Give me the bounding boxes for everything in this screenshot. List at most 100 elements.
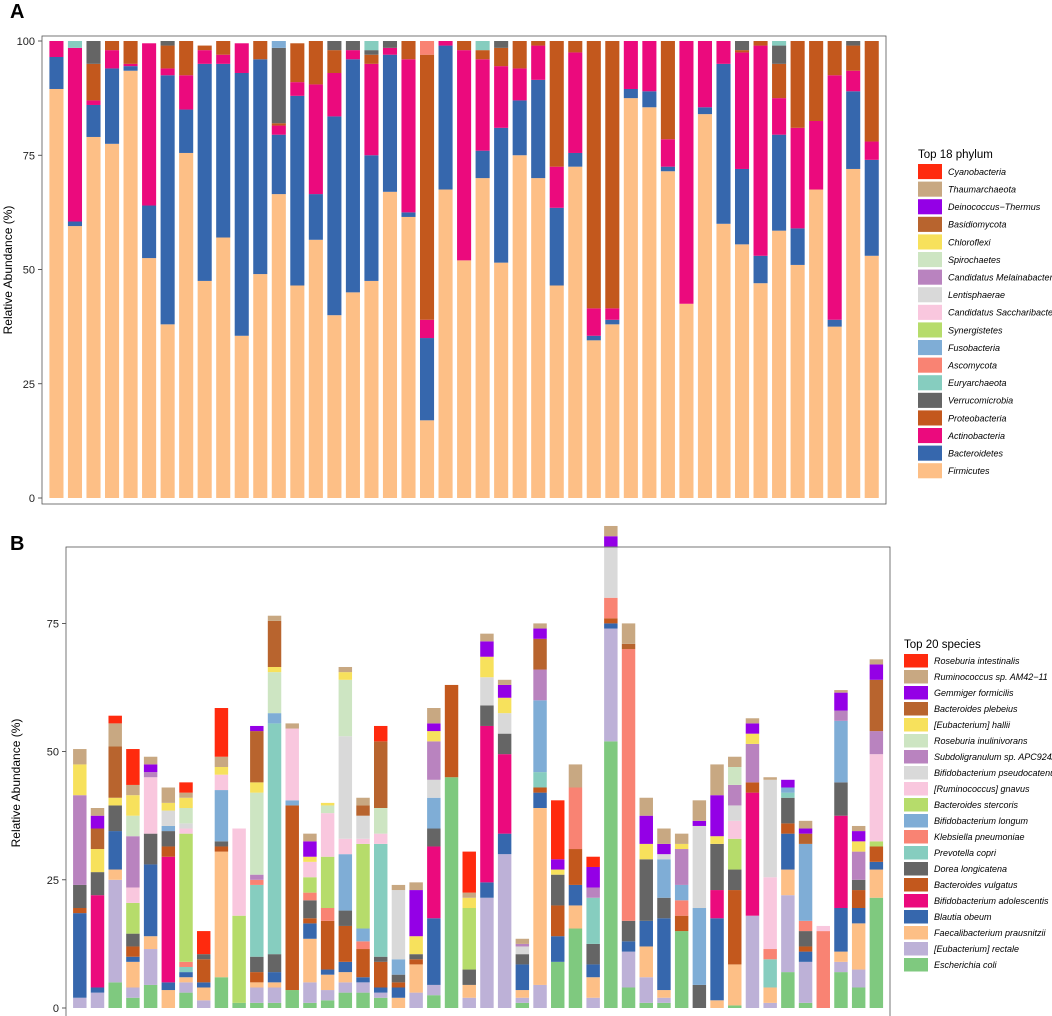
- panel-b-bar-6-segment-ruminococcus-sp-am42-11: [161, 787, 176, 803]
- panel-b-bar-1-segment-dorea-longicatena: [73, 884, 87, 909]
- panel-b-bar-14-segment-dorea-longicatena: [303, 900, 317, 919]
- panel-b-bar-24-segment-ruminococcus-sp-am42-11: [480, 633, 494, 642]
- panel-a-legend-swatch-proteobacteria: [918, 410, 942, 426]
- panel-b-legend-swatch-subdoligranulum-sp-apc924-74: [904, 750, 928, 764]
- panel-a-bar-18-segment-proteobacteria: [364, 54, 379, 64]
- panel-a-y-tick-label-75: 75: [23, 150, 35, 162]
- panel-a-bar-9: [197, 45, 212, 498]
- panel-b-bar-20-segment-faecalibacterium-prausnitzii: [409, 964, 423, 993]
- panel-b-bar-2-segment-eubacterium-hallii: [90, 849, 105, 873]
- panel-b-bar-17-segment-eubacterium-rectale: [356, 982, 370, 993]
- panel-a-bar-20-segment-actinobacteria: [401, 59, 416, 213]
- panel-b-bar-44-segment-subdoligranulum-sp-apc924-74: [834, 710, 848, 721]
- panel-b-bar-17-segment-ruminococcus-gnavus: [356, 838, 370, 844]
- panel-b-bar-25-segment-blautia-obeum: [497, 833, 512, 855]
- panel-b-bar-18-segment-ruminococcus-gnavus: [374, 833, 388, 844]
- panel-b-bar-31-segment-bifidobacterium-pseudocatenulatum: [604, 546, 618, 598]
- panel-b-bar-40-segment-ruminococcus-gnavus: [763, 877, 777, 950]
- panel-a-bar-35: [679, 41, 694, 498]
- panel-a-bar-39-segment-proteobacteria: [753, 41, 768, 46]
- panel-b-bar-2-segment-bifidobacterium-adolescentis: [90, 895, 105, 988]
- panel-b-bar-31: [604, 525, 618, 1008]
- panel-b-bar-23-segment-eubacterium-hallii: [462, 897, 476, 909]
- panel-a-bar-44: [846, 41, 861, 498]
- panel-b-bar-28-segment-roseburia-intestinalis: [551, 800, 565, 860]
- panel-b-bar-26-segment-subdoligranulum-sp-apc924-74: [515, 943, 530, 947]
- panel-a-bar-21-segment-bacteroidetes: [419, 338, 435, 421]
- panel-a-bar-11-segment-firmicutes: [234, 335, 249, 498]
- panel-b-bar-42-segment-escherichia-coli: [798, 1002, 813, 1008]
- panel-b-legend-label-roseburia-intestinalis: Roseburia intestinalis: [934, 656, 1020, 666]
- panel-b-bar-27-segment-bacteroides-vulgatus: [533, 787, 547, 793]
- panel-b-bar-24: [480, 633, 494, 1008]
- panel-a-bar-27: [531, 41, 546, 498]
- panel-b-bar-16: [338, 666, 353, 1008]
- panel-a-bar-22-segment-actinobacteria: [438, 41, 453, 46]
- panel-b-bar-7-segment-ruminococcus-sp-am42-11: [179, 792, 193, 798]
- panel-b-bar-11-segment-gemmiger-formicilis: [250, 725, 264, 732]
- panel-b-bar-16-segment-roseburia-inulinivorans: [338, 679, 353, 737]
- panel-b-bar-29-segment-blautia-obeum: [568, 884, 583, 906]
- panel-a-bar-6-segment-firmicutes: [142, 258, 157, 498]
- panel-a-bar-21-segment-actinobacteria: [419, 319, 435, 339]
- panel-b-legend-label-bacteroides-plebeius: Bacteroides plebeius: [934, 704, 1018, 714]
- panel-b-bar-17-segment-ruminococcus-sp-am42-11: [356, 797, 370, 806]
- panel-b-bar-18-segment-blautia-obeum: [374, 987, 388, 993]
- panel-b-bar-17-segment-bacteroides-plebeius: [356, 805, 370, 816]
- panel-b-bar-30-segment-faecalibacterium-prausnitzii: [586, 977, 600, 998]
- panel-b-bar-4-segment-dorea-longicatena: [126, 933, 140, 947]
- panel-b-bar-21-segment-ruminococcus-sp-am42-11: [427, 708, 441, 724]
- panel-b-bar-41-segment-faecalibacterium-prausnitzii: [781, 869, 795, 896]
- panel-b-bar-17-segment-blautia-obeum: [356, 977, 370, 983]
- panel-b-bar-41-segment-eubacterium-rectale: [781, 895, 795, 973]
- panel-b-bar-34-segment-gemmiger-formicilis: [657, 843, 671, 855]
- panel-b-bar-28-segment-dorea-longicatena: [551, 874, 565, 906]
- panel-a-bar-6: [142, 43, 157, 498]
- panel-a-bar-4-segment-proteobacteria: [105, 41, 120, 51]
- panel-a-bar-24-segment-euryarchaeota: [475, 41, 490, 51]
- panel-a-legend-item-candidatus-melainabacteria: Candidatus Melainabacteria: [918, 269, 1052, 285]
- panel-b-bar-4-segment-eubacterium-rectale: [126, 987, 140, 998]
- panel-b-bar-42-segment-bacteroides-plebeius: [798, 833, 813, 844]
- panel-a-bar-8-segment-actinobacteria: [179, 75, 194, 110]
- panel-b-bar-40-segment-klebsiella-pneumoniae: [763, 949, 777, 960]
- panel-b-bar-6-segment-bifidobacterium-longum: [161, 825, 176, 832]
- panel-a-legend-item-synergistetes: Synergistetes: [918, 322, 1003, 338]
- panel-b-y-tick-label-75: 75: [47, 618, 59, 630]
- panel-b-bar-44-segment-escherichia-coli: [834, 972, 848, 1008]
- panel-b-bar-24-segment-gemmiger-formicilis: [480, 641, 494, 657]
- panel-a-bar-43-segment-firmicutes: [827, 326, 842, 499]
- panel-b-bar-15-segment-escherichia-coli: [320, 1000, 335, 1008]
- panel-b-bar-7-segment-escherichia-coli: [179, 992, 193, 1008]
- panel-b-legend-item-ruminococcus-sp-am42-11: Ruminococcus sp. AM42−11: [904, 670, 1048, 684]
- panel-a-bar-28-segment-firmicutes: [549, 285, 564, 498]
- panel-a-bar-6-segment-bacteroidetes: [142, 205, 157, 259]
- panel-a-bar-32: [623, 41, 638, 499]
- panel-b-bar-30-segment-prevotella-copri: [586, 897, 600, 944]
- panel-a-bar-15-segment-bacteroidetes: [308, 194, 323, 240]
- panel-a-bar-7-segment-verrucomicrobia: [160, 41, 175, 46]
- panel-b-bar-18-segment-prevotella-copri: [374, 843, 388, 957]
- panel-b-bar-21-segment-blautia-obeum: [427, 918, 441, 985]
- panel-a-bar-28: [549, 41, 564, 498]
- panel-a-bar-15-segment-actinobacteria: [308, 84, 323, 195]
- panel-b-bar-11-segment-escherichia-coli: [250, 1002, 264, 1008]
- panel-b-bar-1-segment-eubacterium-hallii: [73, 764, 87, 796]
- panel-b-bar-29: [568, 764, 583, 1008]
- panel-b-bar-4-segment-faecalibacterium-prausnitzii: [126, 961, 140, 988]
- panel-b-bar-34-segment-blautia-obeum: [657, 918, 671, 991]
- panel-b-bar-9-segment-eubacterium-hallii: [214, 766, 229, 775]
- panel-a-bar-16-segment-actinobacteria: [327, 72, 342, 117]
- panel-b-bar-16-segment-dorea-longicatena: [338, 910, 353, 926]
- panel-a-bar-29-segment-firmicutes: [568, 166, 583, 498]
- panel-a-bar-23-segment-firmicutes: [457, 260, 472, 498]
- panel-b-bar-15-segment-eubacterium-hallii: [320, 802, 335, 806]
- panel-b-bar-1: [73, 749, 87, 1008]
- panel-b-legend-swatch-eubacterium-rectale: [904, 942, 928, 956]
- panel-a-bar-23-segment-proteobacteria: [457, 41, 472, 51]
- panel-b-bar-26-segment-dorea-longicatena: [515, 954, 530, 965]
- panel-b-bar-44-segment-bifidobacterium-longum: [834, 720, 848, 783]
- panel-b-bar-28-segment-blautia-obeum: [551, 936, 565, 962]
- panel-b-bar-39-segment-subdoligranulum-sp-apc924-74: [745, 743, 760, 783]
- panel-b-legend-title: Top 20 species: [904, 639, 981, 651]
